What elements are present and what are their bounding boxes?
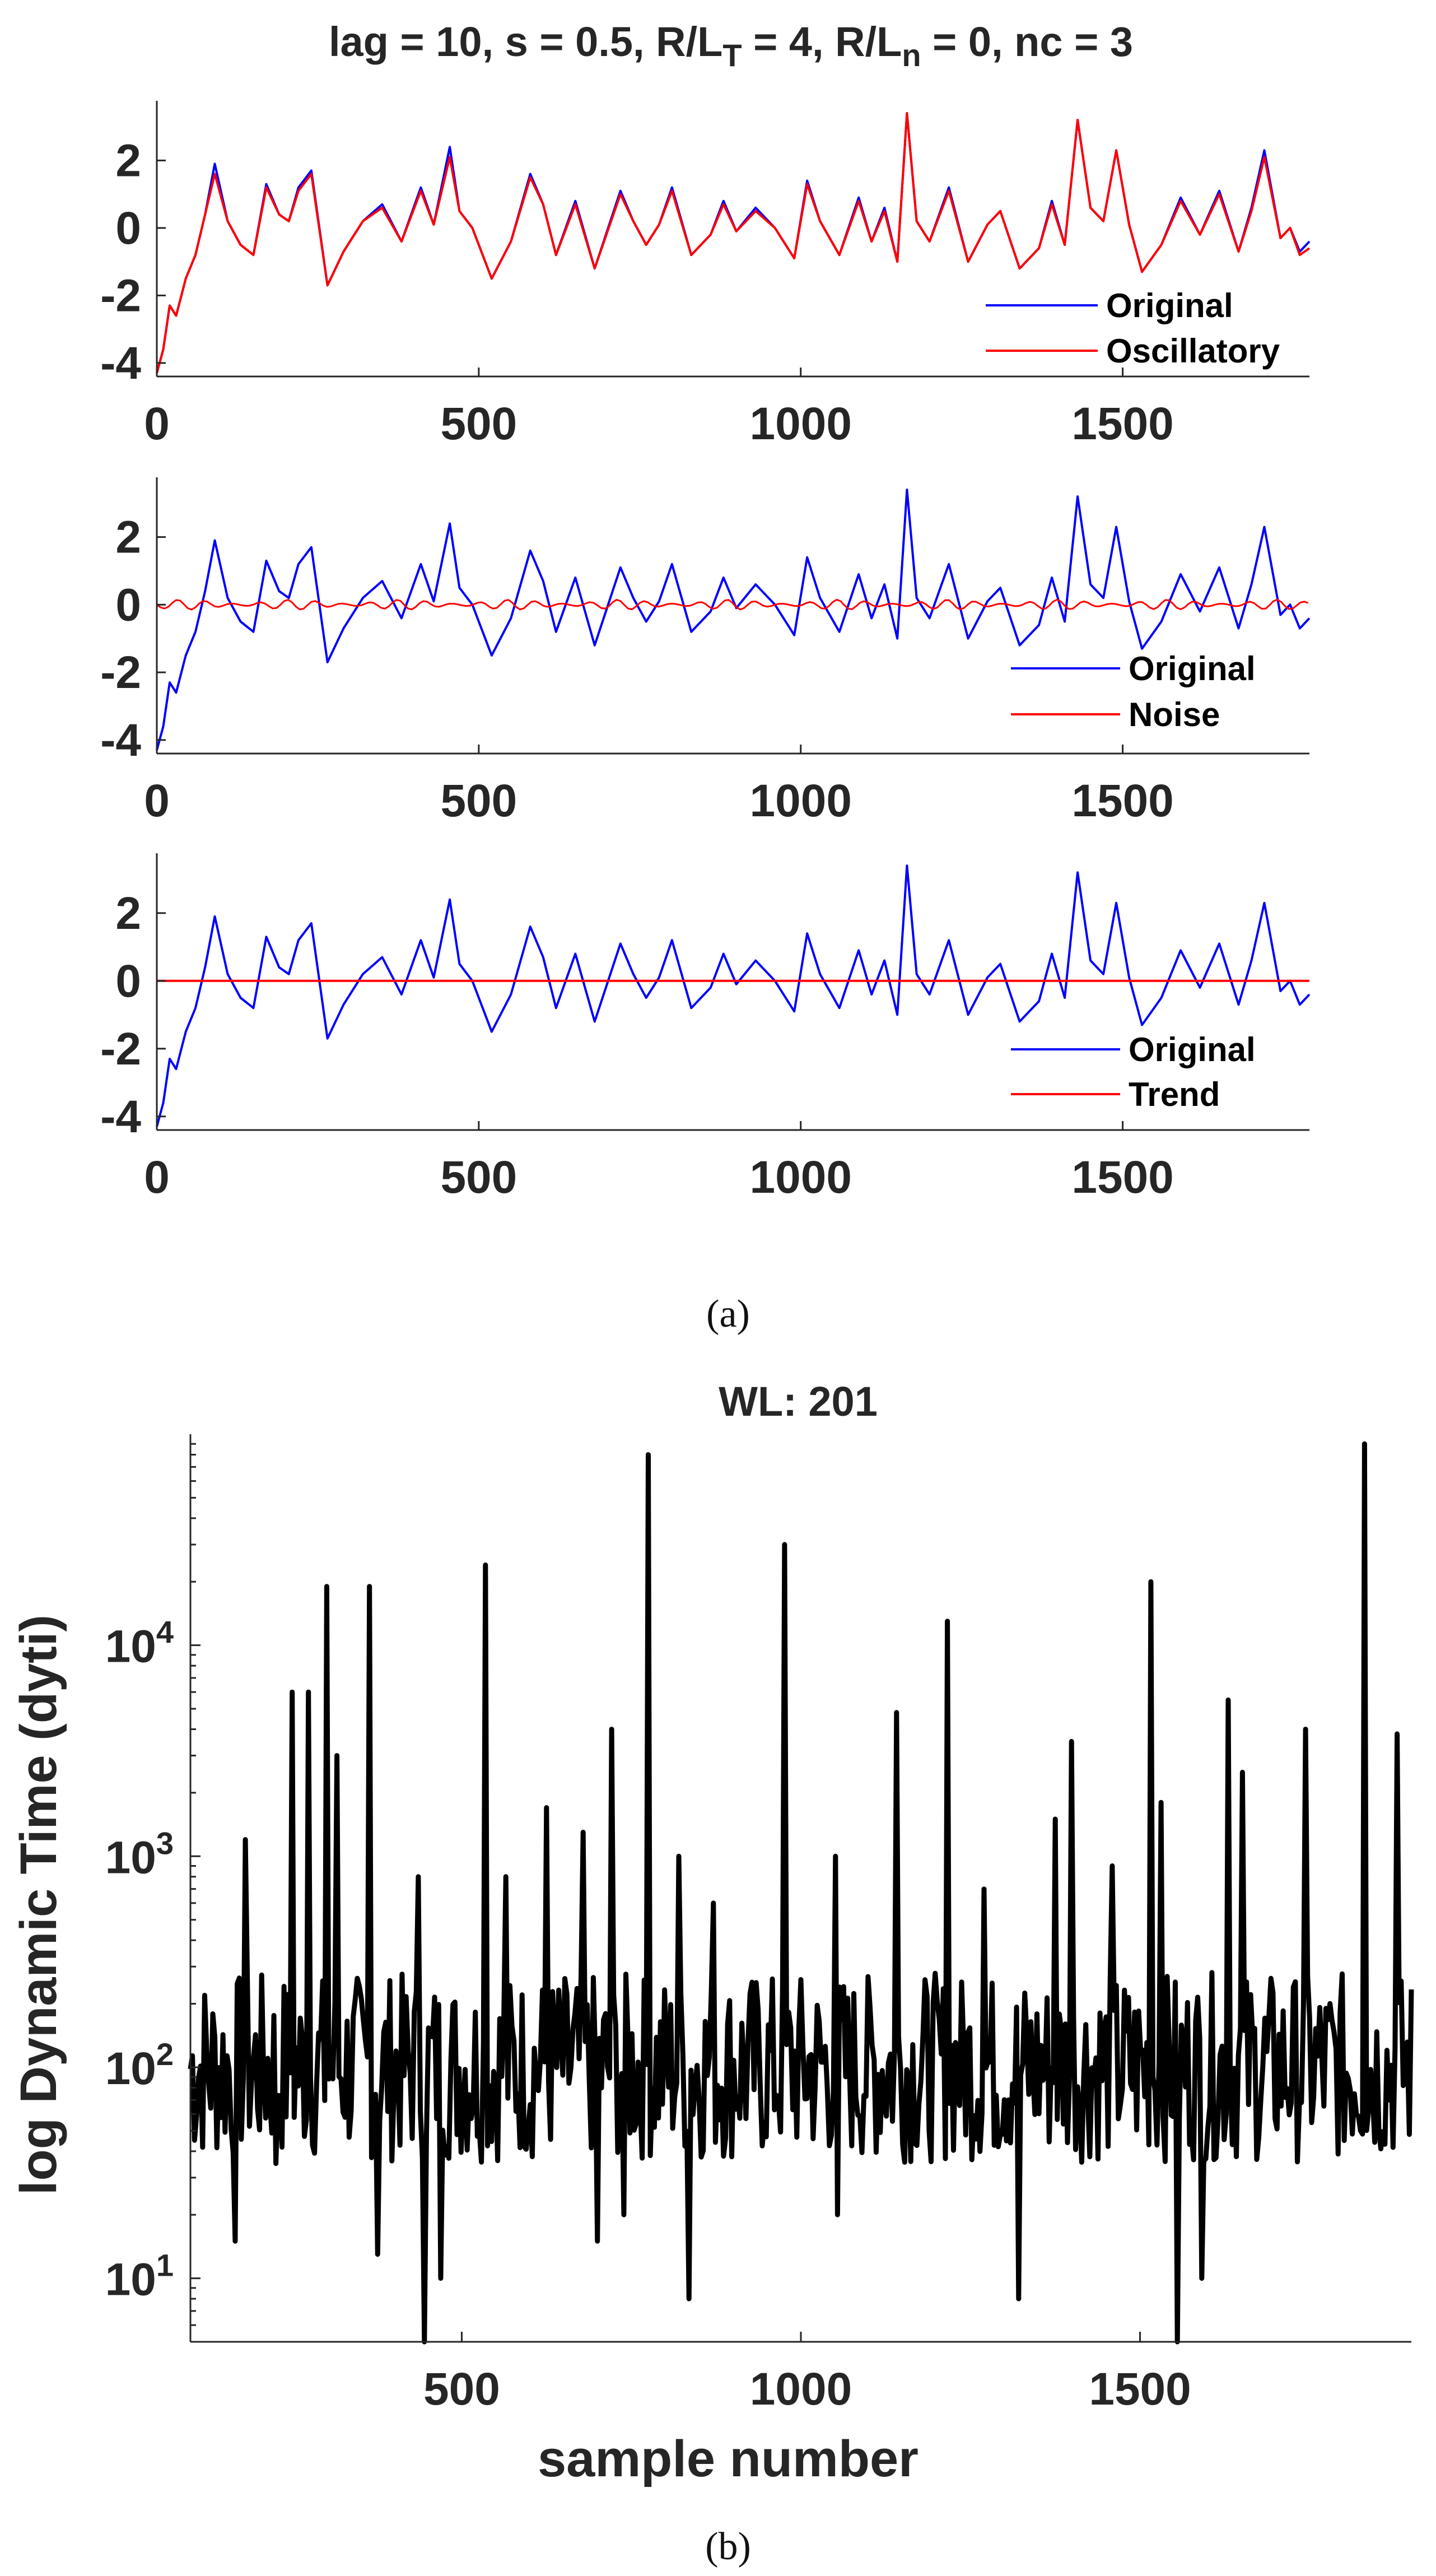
y-tick-label: 0 bbox=[115, 956, 141, 1007]
series-noise-line bbox=[156, 598, 1309, 611]
y-tick-label: -4 bbox=[100, 715, 141, 766]
x-tick-label: 500 bbox=[440, 398, 517, 449]
y-tick-label: 2 bbox=[115, 512, 141, 563]
panel-b-title: WL: 201 bbox=[719, 1378, 878, 1425]
caption-a: (a) bbox=[706, 1292, 750, 1336]
panel-a-middle: 0 500 1000 1500 2 0 -2 -4 Original Noise bbox=[100, 477, 1311, 826]
legend-a-middle: Original Noise bbox=[1011, 650, 1256, 733]
x-tick-label: 1000 bbox=[750, 398, 852, 449]
legend-label-original: Original bbox=[1129, 1031, 1256, 1068]
x-tick-label: 1500 bbox=[1089, 2364, 1191, 2415]
x-tick-label: 500 bbox=[423, 2364, 500, 2415]
x-tick-label: 0 bbox=[144, 398, 170, 449]
y-tick-label: -4 bbox=[100, 338, 141, 389]
y-tick-label: -2 bbox=[100, 647, 141, 698]
x-tick-label: 0 bbox=[144, 1152, 170, 1203]
legend-label-original: Original bbox=[1129, 650, 1256, 687]
x-tick-label: 1500 bbox=[1071, 398, 1173, 449]
x-tick-label: 500 bbox=[440, 1152, 517, 1203]
y-tick-label: 2 bbox=[115, 135, 141, 186]
legend-label-component: Noise bbox=[1129, 696, 1220, 733]
series-oscillatory-line bbox=[156, 112, 1311, 374]
legend-a-bottom: Original Trend bbox=[1011, 1031, 1256, 1113]
legend-a-top: Original Oscillatory bbox=[986, 287, 1280, 370]
legend-label-component: Trend bbox=[1129, 1076, 1220, 1113]
y-tick-label: 2 bbox=[115, 888, 141, 939]
x-tick-label: 1000 bbox=[750, 775, 852, 826]
x-tick-label: 0 bbox=[144, 775, 170, 826]
y-tick-label: 0 bbox=[115, 203, 141, 254]
series-original-line bbox=[156, 864, 1311, 1127]
y-tick-label: -4 bbox=[100, 1091, 141, 1142]
y-tick-label: -2 bbox=[100, 1024, 141, 1075]
y-tick-label: 0 bbox=[115, 579, 141, 630]
x-tick-label: 1500 bbox=[1071, 1152, 1173, 1203]
series-original-line bbox=[156, 489, 1311, 751]
y-tick-label: 104 bbox=[105, 1615, 174, 1672]
x-tick-label: 500 bbox=[440, 775, 517, 826]
y-tick-label: 103 bbox=[105, 1825, 174, 1883]
figure-title: lag = 10, s = 0.5, R/LT = 4, R/Ln = 0, n… bbox=[329, 18, 1133, 73]
legend-label-component: Oscillatory bbox=[1106, 332, 1280, 370]
panel-b: 500 1000 1500 101 102 103 104 bbox=[105, 1434, 1414, 2415]
x-tick-label: 1500 bbox=[1071, 775, 1173, 826]
x-tick-label: 1000 bbox=[750, 2364, 852, 2415]
y-tick-label: 101 bbox=[105, 2248, 174, 2305]
panel-b-xlabel: sample number bbox=[538, 2430, 919, 2487]
panel-a-top: 0 500 1000 1500 2 0 -2 -4 Original Oscillatory bbox=[100, 101, 1311, 449]
x-tick-label: 1000 bbox=[750, 1152, 852, 1203]
panel-a-bottom: 0 500 1000 1500 2 0 -2 -4 Original Trend bbox=[100, 853, 1311, 1203]
caption-b: (b) bbox=[705, 2525, 751, 2568]
panel-b-ylabel: log Dynamic Time (dyti) bbox=[10, 1615, 67, 2195]
series-dyti-line bbox=[188, 1441, 1414, 2345]
y-tick-label: 102 bbox=[105, 2036, 174, 2094]
y-tick-label: -2 bbox=[100, 270, 141, 321]
legend-label-original: Original bbox=[1106, 287, 1233, 324]
